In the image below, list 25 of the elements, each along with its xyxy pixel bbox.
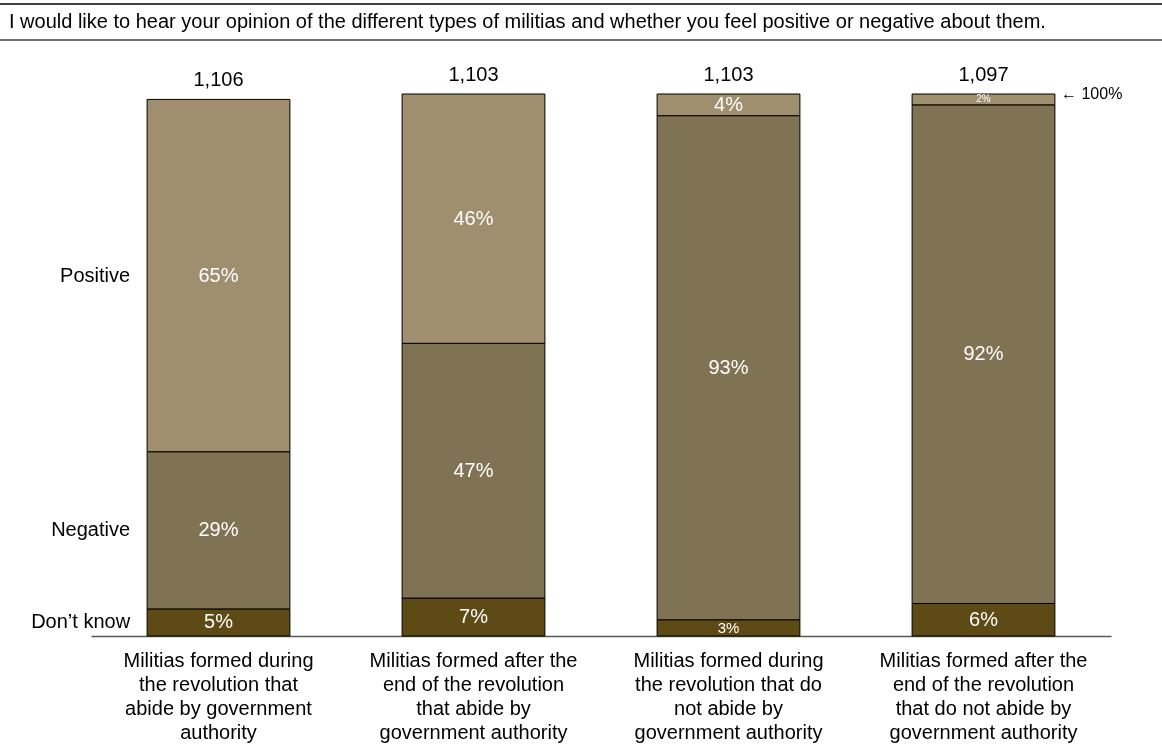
annotation: 1,103 (448, 63, 499, 85)
annotation: 1,097 (958, 63, 1009, 85)
x-tick-label: Militias formed during the revolution that do not abide by government authority (633, 648, 824, 743)
x-tick-label: Militias formed after the end of the revolution that abide by government authority (369, 648, 578, 743)
chart-title: I would like to hear your opinion of the different types of militias and whether you feel positive or negative about them. (9, 10, 1046, 32)
annotation: 1,103 (703, 63, 754, 85)
data-label: 93% (708, 355, 749, 378)
data-label: 6% (969, 607, 999, 630)
data-label: 7% (459, 605, 489, 628)
data-label: 3% (717, 618, 740, 636)
data-label: 65% (198, 263, 239, 286)
annotation: ← 100% (1061, 85, 1123, 102)
data-label: 47% (453, 458, 494, 481)
data-label: 4% (714, 92, 744, 115)
data-label: 92% (963, 342, 1004, 365)
series-label: Negative (51, 518, 131, 541)
x-tick-label: Militias formed during the revolution that abide by government authority (123, 648, 314, 743)
annotation: 1,106 (193, 68, 244, 91)
data-label: 2% (976, 93, 991, 105)
series-label: Positive (60, 263, 131, 286)
data-label: 46% (453, 206, 494, 229)
data-label: 5% (204, 610, 234, 633)
x-tick-label: Militias formed after the end of the revolution that do not abide by government authority (879, 648, 1088, 743)
data-label: 29% (198, 518, 239, 541)
series-label: Don’t know (31, 610, 131, 633)
